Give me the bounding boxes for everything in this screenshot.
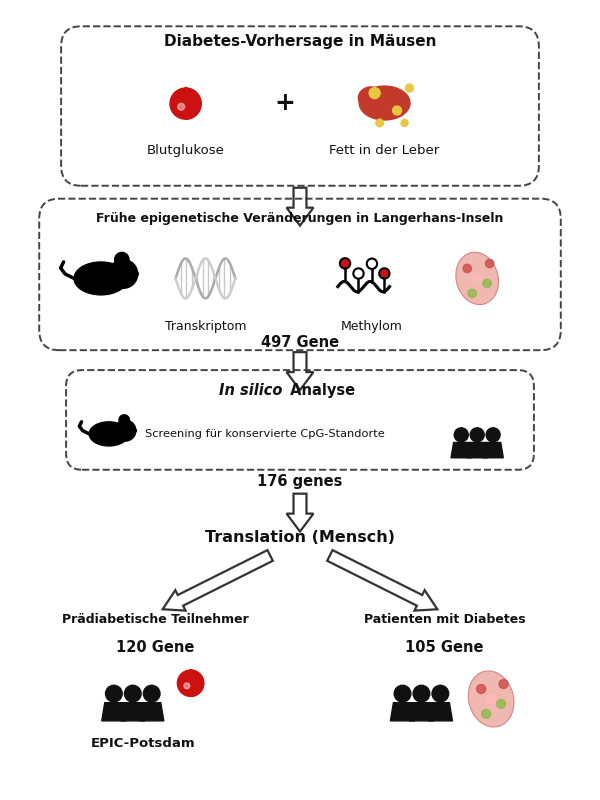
Text: EPIC-Potsdam: EPIC-Potsdam bbox=[91, 738, 195, 750]
Ellipse shape bbox=[74, 262, 128, 295]
Circle shape bbox=[109, 259, 137, 288]
Ellipse shape bbox=[358, 87, 384, 109]
Circle shape bbox=[178, 670, 203, 696]
Polygon shape bbox=[121, 702, 145, 721]
Ellipse shape bbox=[359, 86, 410, 120]
Circle shape bbox=[115, 253, 129, 266]
Text: Blutglukose: Blutglukose bbox=[146, 144, 224, 158]
Circle shape bbox=[133, 271, 138, 276]
Text: Methylom: Methylom bbox=[341, 320, 403, 333]
Polygon shape bbox=[185, 86, 201, 119]
Circle shape bbox=[170, 88, 201, 119]
Circle shape bbox=[379, 268, 389, 278]
Text: Frühe epigenetische Veränderungen in Langerhans-Inseln: Frühe epigenetische Veränderungen in Lan… bbox=[97, 212, 503, 225]
Polygon shape bbox=[428, 702, 452, 721]
Circle shape bbox=[499, 679, 508, 689]
FancyBboxPatch shape bbox=[39, 198, 561, 350]
Circle shape bbox=[392, 106, 401, 115]
Circle shape bbox=[406, 84, 413, 92]
Circle shape bbox=[482, 710, 491, 718]
Circle shape bbox=[353, 268, 364, 278]
Circle shape bbox=[376, 119, 383, 126]
Circle shape bbox=[470, 428, 484, 442]
Text: Screening für konservierte CpG-Standorte: Screening für konservierte CpG-Standorte bbox=[145, 429, 385, 439]
Circle shape bbox=[369, 87, 380, 98]
Circle shape bbox=[485, 259, 494, 268]
Circle shape bbox=[487, 694, 496, 703]
Polygon shape bbox=[409, 702, 434, 721]
Circle shape bbox=[401, 119, 408, 126]
Circle shape bbox=[476, 685, 485, 694]
Polygon shape bbox=[483, 442, 503, 458]
Text: Fett in der Leber: Fett in der Leber bbox=[329, 144, 440, 158]
FancyBboxPatch shape bbox=[61, 26, 539, 186]
Circle shape bbox=[454, 428, 468, 442]
Circle shape bbox=[486, 428, 500, 442]
Polygon shape bbox=[191, 669, 203, 696]
Text: Translation (Mensch): Translation (Mensch) bbox=[205, 530, 395, 545]
Polygon shape bbox=[102, 702, 126, 721]
Circle shape bbox=[413, 686, 430, 702]
Circle shape bbox=[367, 258, 377, 269]
Ellipse shape bbox=[468, 671, 514, 727]
Text: Diabetes-Vorhersage in Mäusen: Diabetes-Vorhersage in Mäusen bbox=[164, 34, 436, 49]
Circle shape bbox=[115, 420, 136, 441]
Text: 497 Gene: 497 Gene bbox=[261, 334, 339, 350]
Circle shape bbox=[468, 289, 476, 298]
Circle shape bbox=[483, 279, 491, 287]
Circle shape bbox=[184, 683, 190, 689]
Circle shape bbox=[340, 258, 350, 269]
Text: Prädiabetische Teilnehmer: Prädiabetische Teilnehmer bbox=[62, 613, 249, 626]
Text: Patienten mit Diabetes: Patienten mit Diabetes bbox=[364, 613, 525, 626]
Text: 120 Gene: 120 Gene bbox=[116, 640, 195, 654]
Circle shape bbox=[463, 264, 472, 273]
Circle shape bbox=[119, 415, 130, 426]
Text: In silico: In silico bbox=[219, 382, 282, 398]
FancyBboxPatch shape bbox=[66, 370, 534, 470]
Text: Analyse: Analyse bbox=[285, 382, 355, 398]
Text: Transkriptom: Transkriptom bbox=[164, 320, 246, 333]
Polygon shape bbox=[391, 702, 415, 721]
Circle shape bbox=[394, 686, 411, 702]
Circle shape bbox=[106, 686, 122, 702]
Circle shape bbox=[178, 103, 185, 110]
Ellipse shape bbox=[456, 252, 499, 305]
Circle shape bbox=[473, 274, 481, 282]
Text: +: + bbox=[275, 91, 296, 115]
Text: 105 Gene: 105 Gene bbox=[405, 640, 484, 654]
Polygon shape bbox=[451, 442, 472, 458]
Text: 176 genes: 176 genes bbox=[257, 474, 343, 490]
Circle shape bbox=[124, 686, 141, 702]
Circle shape bbox=[143, 686, 160, 702]
Polygon shape bbox=[467, 442, 487, 458]
Circle shape bbox=[497, 699, 506, 709]
Polygon shape bbox=[140, 702, 164, 721]
Circle shape bbox=[133, 429, 136, 432]
Ellipse shape bbox=[89, 422, 128, 446]
Circle shape bbox=[432, 686, 449, 702]
